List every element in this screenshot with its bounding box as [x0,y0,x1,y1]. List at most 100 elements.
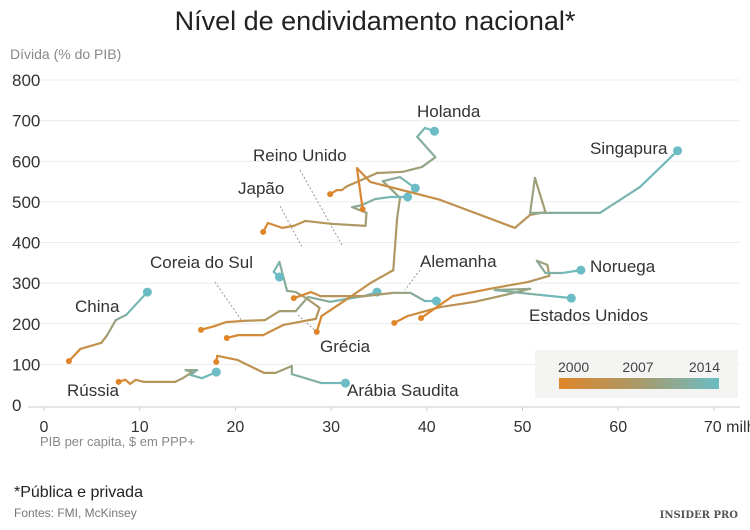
series-segment [106,318,117,337]
series-segment [369,180,442,201]
chart-title: Nível de endividamento nacional* [174,6,576,36]
series-segment [307,295,332,303]
series-label: Rússia [67,381,120,400]
series-segment [639,149,679,188]
x-axis-label: PIB per capita, $ em PPP+ [40,434,195,449]
series-segment [419,295,454,320]
footnote: *Pública e privada [14,484,143,501]
end-point [142,287,152,297]
series-segment [320,299,347,318]
series-segment [292,290,313,300]
series-label: Reino Unido [253,146,347,165]
color-legend-bar [559,378,719,389]
y-tick-label: 800 [12,71,40,90]
series-segment [535,259,547,275]
color-legend [535,350,738,398]
series-arábia-saudita [213,354,350,388]
y-tick-label: 700 [12,112,40,131]
end-point [340,378,350,388]
series-alemanha [290,290,441,306]
leader-line [214,281,243,322]
end-point [410,183,420,193]
series-label: Singapura [590,139,668,158]
y-tick-label: 300 [12,274,40,293]
series-segment [304,219,333,225]
series-segment [292,219,307,227]
series-segment [340,184,349,192]
color-legend-label: 2000 [558,359,589,375]
series-label: Noruega [590,257,656,276]
end-point [431,296,441,306]
series-segment [79,341,103,351]
series-segment [266,221,284,229]
series-segment [263,310,281,322]
series-japão [260,192,413,235]
series-label: Arábia Saudita [347,381,459,400]
series-segment [189,373,204,380]
x-tick-label: 50 [514,419,532,436]
series-segment [420,156,437,169]
series-segment [381,175,402,183]
start-point [213,358,220,365]
series-segment [363,291,395,298]
start-point [313,328,320,335]
series-segment [401,165,424,173]
series-label: Alemanha [420,252,497,271]
series-segment [309,290,322,298]
y-axis-label: Dívida (% do PIB) [10,46,122,62]
series-segment [174,377,184,383]
y-tick-label: 600 [12,152,40,171]
start-point [115,378,122,385]
series-label: Japão [238,179,284,198]
series-segment [213,321,227,328]
series-segment [529,176,537,214]
series-segment [473,293,507,303]
start-point [260,228,267,235]
series-segment [355,167,372,184]
series-segment [285,289,297,294]
series-segment [374,195,392,201]
end-point [211,367,221,377]
start-point [327,191,334,198]
x-tick-label: 30 [322,419,340,436]
series-segment [416,126,426,138]
series-segment [272,260,281,273]
series-segment [493,288,541,297]
series-segment [375,170,404,175]
series-segment [396,196,402,220]
series-segment [513,213,532,229]
series-segment [129,378,137,385]
series-holanda [327,126,439,198]
x-tick-label: 0 [40,419,49,436]
series-segment [346,180,359,188]
end-point [429,126,439,136]
series-segment [125,290,149,316]
series-segment [598,185,642,214]
y-tick-label: 200 [12,315,40,334]
series-segment [344,282,372,302]
series-reino-unido [313,175,420,335]
series-label: Estados Unidos [529,306,648,325]
series-china [65,287,152,365]
series-segment [392,217,399,272]
start-point [359,206,366,213]
series-segment [538,293,573,300]
series-singapura [355,146,683,229]
y-tick-label: 400 [12,234,40,253]
leader-line [299,169,343,246]
series-segment [216,354,239,362]
end-point [566,293,576,303]
series-segment [330,222,367,227]
series-segment [381,180,402,199]
series-segment [360,197,377,207]
series-segment [100,334,109,344]
series-segment [282,317,317,327]
x-tick-label: 10 [131,419,149,436]
x-tick-label: 40 [418,419,436,436]
series-segment [533,176,547,214]
series-segment [488,280,530,290]
series-segment [355,167,364,211]
x-tick-label: 70 milhares [704,419,750,436]
x-tick-label: 60 [609,419,627,436]
